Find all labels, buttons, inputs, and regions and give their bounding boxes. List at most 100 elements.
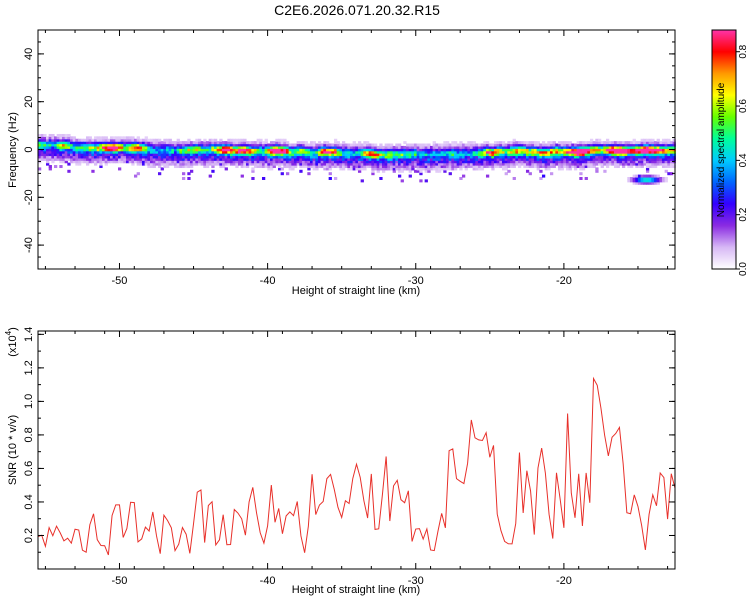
heatmap-cell — [243, 143, 247, 147]
heatmap-cell — [48, 167, 52, 171]
heatmap-cell — [309, 150, 314, 154]
heatmap-cell — [408, 165, 412, 169]
heatmap-cell — [128, 136, 132, 140]
heatmap-cell — [371, 167, 375, 171]
heatmap-cell — [443, 141, 447, 145]
heatmap-cell — [102, 136, 106, 140]
heatmap-cell — [147, 162, 151, 166]
heatmap-cell — [168, 160, 172, 164]
chart-title: C2E6.2026.071.20.32.R15 — [274, 2, 440, 18]
heatmap-cell — [611, 148, 615, 152]
heatmap-cell — [475, 148, 479, 152]
heatmap-cell — [283, 138, 287, 142]
heatmap-cell — [291, 165, 295, 169]
heatmap-cell — [403, 150, 407, 154]
heatmap-cell — [536, 165, 540, 169]
heatmap-cell — [253, 162, 258, 166]
heatmap-cell — [192, 145, 196, 149]
heatmap-cell — [472, 162, 476, 166]
heatmap-cell — [640, 174, 644, 178]
heatmap-cell — [235, 138, 239, 142]
heatmap-cell — [240, 138, 244, 142]
heatmap-cell — [104, 145, 108, 149]
heatmap-cell — [595, 145, 599, 149]
heatmap-cell — [563, 141, 567, 145]
heatmap-cell — [256, 153, 260, 157]
heatmap-cell — [189, 157, 194, 161]
heatmap-cell — [293, 148, 298, 152]
heatmap-cell — [552, 145, 556, 149]
heatmap-cell — [448, 157, 452, 161]
heatmap-cell — [315, 165, 319, 169]
heatmap-cell — [67, 136, 71, 140]
heatmap-cell — [189, 153, 194, 157]
heatmap-cell — [464, 148, 468, 152]
heatmap-cell — [437, 148, 442, 152]
heatmap-cell — [62, 160, 66, 164]
heatmap-cell — [221, 165, 226, 169]
heatmap-cell — [155, 155, 159, 159]
heatmap-cell — [387, 162, 391, 166]
heatmap-cell — [123, 153, 127, 157]
heatmap-cell — [592, 153, 596, 157]
heatmap-cell — [640, 153, 644, 157]
heatmap-cell — [645, 143, 650, 147]
heatmap-cell — [440, 150, 444, 154]
heatmap-cell — [373, 160, 378, 164]
heatmap-cell — [240, 162, 244, 166]
heatmap-cell — [62, 143, 66, 147]
heatmap-cell — [64, 160, 68, 164]
heatmap-cell — [299, 150, 303, 154]
heatmap-cell — [397, 148, 402, 152]
heatmap-cell — [512, 148, 516, 152]
heatmap-cell — [667, 145, 671, 149]
heatmap-cell — [75, 148, 79, 152]
heatmap-cell — [149, 148, 154, 152]
heatmap-cell — [536, 160, 540, 164]
heatmap-cell — [56, 155, 60, 159]
heatmap-cell — [571, 160, 575, 164]
heatmap-cell — [539, 143, 543, 147]
heatmap-cell — [600, 165, 604, 169]
heatmap-cell — [421, 155, 426, 159]
heatmap-cell — [277, 160, 282, 164]
heatmap-cell — [517, 165, 522, 169]
heatmap-cell — [504, 153, 508, 157]
heatmap-cell — [456, 160, 460, 164]
heatmap-cell — [107, 153, 111, 157]
heatmap-cell — [344, 148, 348, 152]
heatmap-cell — [587, 141, 591, 145]
heatmap-cell — [264, 157, 268, 161]
y-tick-label: 1.2 — [23, 360, 35, 375]
heatmap-cell — [651, 174, 655, 178]
heatmap-cell — [515, 150, 519, 154]
y-tick-label: 0.8 — [23, 427, 35, 442]
heatmap-cell — [229, 145, 234, 149]
heatmap-cell — [221, 153, 226, 157]
heatmap-cell — [163, 148, 167, 152]
heatmap-cell — [99, 143, 103, 147]
heatmap-cell — [141, 153, 146, 157]
heatmap-cell — [499, 143, 503, 147]
heatmap-cell — [157, 160, 162, 164]
heatmap-cell — [352, 145, 356, 149]
heatmap-cell — [205, 160, 210, 164]
heatmap-cell — [413, 145, 418, 149]
heatmap-cell — [640, 150, 644, 154]
heatmap-cell — [165, 141, 170, 145]
heatmap-cell — [512, 143, 516, 147]
heatmap-cell — [288, 148, 292, 152]
heatmap-cell — [312, 157, 316, 161]
heatmap-cell — [571, 155, 575, 159]
heatmap-cell — [96, 150, 100, 154]
heatmap-cell — [429, 160, 434, 164]
heatmap-cell — [336, 155, 340, 159]
heatmap-cell — [197, 157, 202, 161]
heatmap-cell — [88, 141, 92, 145]
heatmap-cell — [91, 143, 95, 147]
heatmap-cell — [328, 172, 332, 176]
heatmap-cell — [520, 150, 524, 154]
heatmap-cell — [664, 153, 668, 157]
heatmap-cell — [509, 150, 514, 154]
heatmap-cell — [203, 141, 207, 145]
